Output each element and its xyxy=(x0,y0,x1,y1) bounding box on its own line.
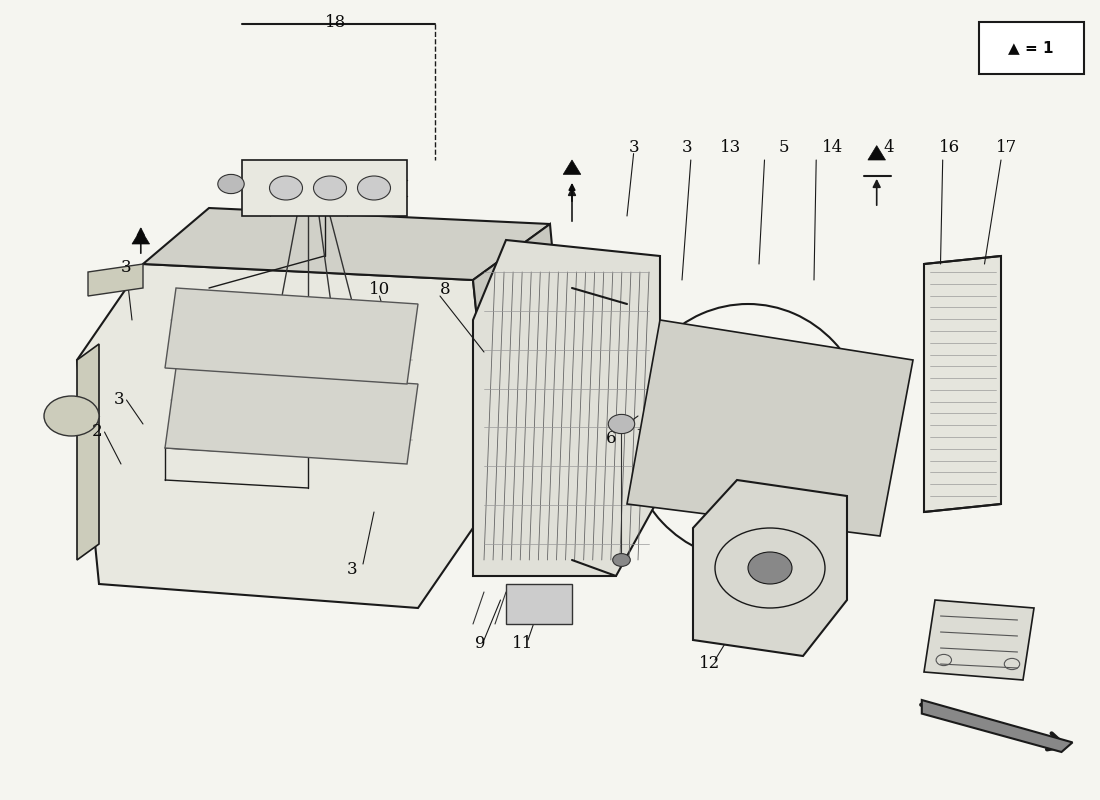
Polygon shape xyxy=(922,700,1072,752)
Polygon shape xyxy=(165,288,418,384)
Polygon shape xyxy=(132,230,150,244)
Text: 17: 17 xyxy=(996,139,1018,157)
Polygon shape xyxy=(473,240,660,576)
Text: 12: 12 xyxy=(698,655,720,673)
Polygon shape xyxy=(693,480,847,656)
Text: 5: 5 xyxy=(779,139,790,157)
Polygon shape xyxy=(924,256,1001,512)
Text: 4: 4 xyxy=(883,139,894,157)
Polygon shape xyxy=(473,224,572,496)
Text: 18: 18 xyxy=(324,14,346,31)
Text: 3: 3 xyxy=(682,139,693,157)
Text: 3: 3 xyxy=(121,259,132,277)
Circle shape xyxy=(44,396,99,436)
Polygon shape xyxy=(563,160,581,174)
Text: 14: 14 xyxy=(822,139,844,157)
Circle shape xyxy=(608,414,635,434)
Polygon shape xyxy=(627,320,913,536)
Text: 13: 13 xyxy=(719,139,741,157)
Polygon shape xyxy=(242,160,407,216)
Circle shape xyxy=(358,176,390,200)
Text: 8: 8 xyxy=(440,281,451,298)
Circle shape xyxy=(314,176,346,200)
Text: 6: 6 xyxy=(606,430,617,447)
Text: 3: 3 xyxy=(113,391,124,409)
Text: 3: 3 xyxy=(628,139,639,157)
Text: 10: 10 xyxy=(368,281,390,298)
Text: 3: 3 xyxy=(346,561,358,578)
Circle shape xyxy=(218,174,244,194)
Polygon shape xyxy=(506,584,572,624)
FancyBboxPatch shape xyxy=(979,22,1084,74)
Text: 2: 2 xyxy=(91,423,102,441)
Polygon shape xyxy=(77,264,495,608)
Polygon shape xyxy=(868,146,886,160)
Polygon shape xyxy=(88,264,143,296)
Polygon shape xyxy=(143,208,550,280)
Polygon shape xyxy=(924,600,1034,680)
Circle shape xyxy=(270,176,302,200)
Polygon shape xyxy=(165,368,418,464)
Text: 9: 9 xyxy=(475,635,486,653)
Text: 11: 11 xyxy=(512,635,534,653)
Text: ▲ = 1: ▲ = 1 xyxy=(1008,41,1054,55)
Circle shape xyxy=(613,554,630,566)
Text: 16: 16 xyxy=(938,139,960,157)
Polygon shape xyxy=(77,344,99,560)
Circle shape xyxy=(748,552,792,584)
